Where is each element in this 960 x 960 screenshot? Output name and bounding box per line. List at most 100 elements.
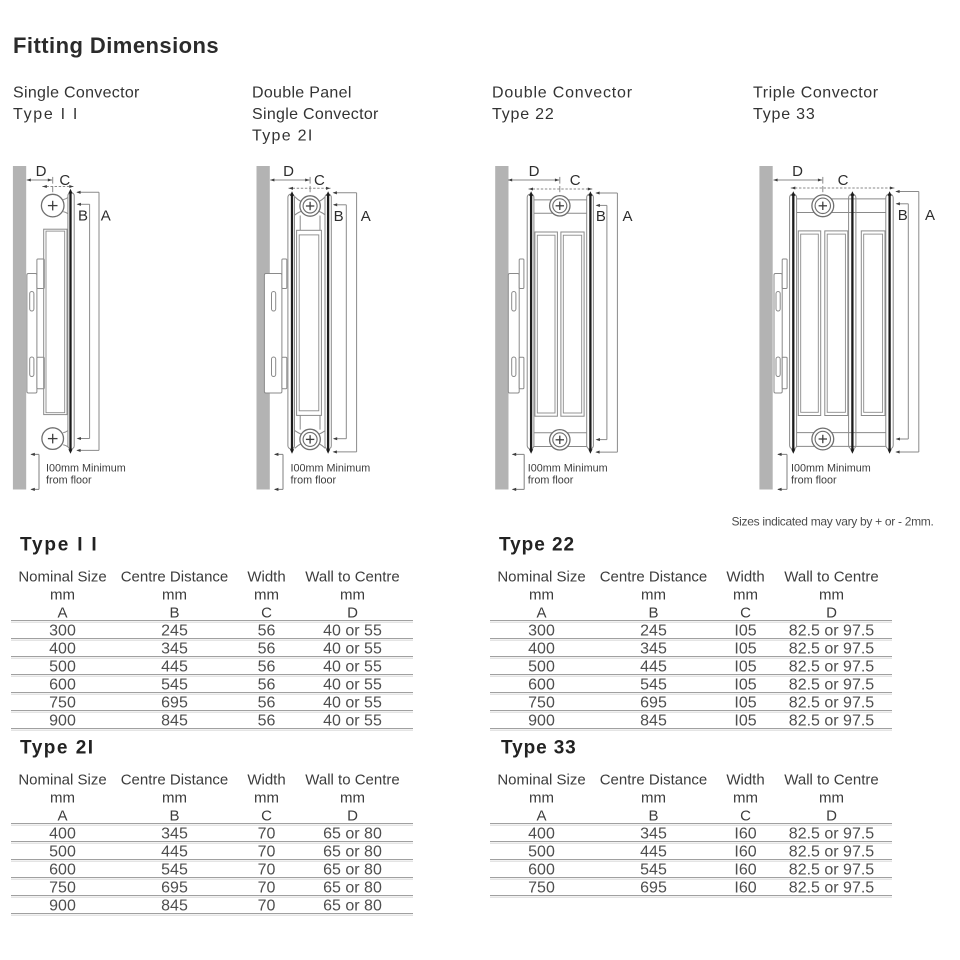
- svg-text:I00mm Minimum: I00mm Minimum: [46, 462, 126, 474]
- svg-text:mm: mm: [50, 790, 75, 807]
- svg-text:D: D: [826, 605, 837, 622]
- svg-text:Type I I: Type I I: [13, 106, 79, 123]
- svg-text:from floor: from floor: [791, 475, 837, 487]
- svg-text:Single Convector: Single Convector: [252, 106, 379, 123]
- svg-text:750: 750: [528, 880, 555, 897]
- svg-text:245: 245: [640, 623, 667, 640]
- svg-text:mm: mm: [641, 587, 666, 604]
- svg-text:845: 845: [161, 898, 188, 915]
- svg-text:B: B: [78, 208, 88, 225]
- svg-text:445: 445: [640, 844, 667, 861]
- svg-text:Wall to Centre: Wall to Centre: [784, 772, 878, 789]
- svg-text:40 or 55: 40 or 55: [323, 713, 382, 730]
- svg-text:B: B: [898, 207, 908, 224]
- svg-text:82.5 or 97.5: 82.5 or 97.5: [789, 659, 875, 676]
- svg-text:C: C: [740, 808, 751, 825]
- svg-text:D: D: [826, 808, 837, 825]
- svg-text:Centre Distance: Centre Distance: [600, 772, 708, 789]
- svg-text:Type 33: Type 33: [501, 738, 577, 759]
- svg-text:A: A: [101, 208, 111, 225]
- svg-text:70: 70: [258, 862, 276, 879]
- svg-text:mm: mm: [733, 790, 758, 807]
- svg-text:Type 22: Type 22: [499, 535, 575, 556]
- svg-text:I60: I60: [734, 880, 756, 897]
- svg-text:400: 400: [528, 826, 555, 843]
- svg-text:56: 56: [258, 713, 276, 730]
- svg-text:70: 70: [258, 898, 276, 915]
- svg-text:56: 56: [258, 641, 276, 658]
- svg-text:I00mm Minimum: I00mm Minimum: [291, 462, 371, 474]
- svg-text:I05: I05: [734, 695, 756, 712]
- svg-text:mm: mm: [529, 790, 554, 807]
- svg-text:Nominal Size: Nominal Size: [18, 772, 106, 789]
- svg-text:695: 695: [640, 695, 667, 712]
- svg-text:C: C: [59, 172, 70, 189]
- svg-text:Width: Width: [247, 772, 285, 789]
- svg-text:Wall to Centre: Wall to Centre: [305, 772, 399, 789]
- svg-text:A: A: [536, 808, 546, 825]
- svg-text:Nominal Size: Nominal Size: [497, 569, 585, 586]
- svg-text:I05: I05: [734, 677, 756, 694]
- svg-text:I00mm Minimum: I00mm Minimum: [528, 462, 608, 474]
- svg-text:Centre Distance: Centre Distance: [121, 569, 229, 586]
- svg-text:mm: mm: [162, 587, 187, 604]
- svg-text:445: 445: [640, 659, 667, 676]
- svg-text:Triple Convector: Triple Convector: [753, 85, 879, 102]
- svg-text:D: D: [347, 808, 358, 825]
- svg-text:B: B: [169, 605, 179, 622]
- svg-text:mm: mm: [529, 587, 554, 604]
- svg-text:mm: mm: [50, 587, 75, 604]
- svg-text:D: D: [529, 163, 540, 180]
- svg-text:I00mm Minimum: I00mm Minimum: [791, 462, 871, 474]
- svg-text:Type 33: Type 33: [753, 106, 816, 123]
- svg-text:82.5 or 97.5: 82.5 or 97.5: [789, 880, 875, 897]
- svg-text:D: D: [347, 605, 358, 622]
- svg-text:82.5 or 97.5: 82.5 or 97.5: [789, 826, 875, 843]
- svg-text:Wall to Centre: Wall to Centre: [305, 569, 399, 586]
- svg-text:40 or 55: 40 or 55: [323, 659, 382, 676]
- svg-text:I60: I60: [734, 862, 756, 879]
- svg-text:600: 600: [528, 862, 555, 879]
- svg-text:695: 695: [640, 880, 667, 897]
- svg-text:40 or 55: 40 or 55: [323, 641, 382, 658]
- svg-text:Centre Distance: Centre Distance: [600, 569, 708, 586]
- svg-text:Width: Width: [726, 772, 764, 789]
- svg-text:C: C: [838, 172, 849, 189]
- svg-text:mm: mm: [819, 587, 844, 604]
- svg-text:600: 600: [49, 862, 76, 879]
- svg-text:mm: mm: [340, 587, 365, 604]
- svg-text:82.5 or 97.5: 82.5 or 97.5: [789, 695, 875, 712]
- svg-text:345: 345: [161, 826, 188, 843]
- svg-text:Fitting Dimensions: Fitting Dimensions: [13, 33, 219, 58]
- svg-text:I05: I05: [734, 713, 756, 730]
- svg-text:400: 400: [528, 641, 555, 658]
- svg-text:500: 500: [528, 844, 555, 861]
- svg-text:65 or 80: 65 or 80: [323, 898, 382, 915]
- svg-text:545: 545: [640, 677, 667, 694]
- svg-text:A: A: [622, 208, 632, 225]
- svg-text:I05: I05: [734, 659, 756, 676]
- svg-text:from floor: from floor: [528, 475, 574, 487]
- svg-text:mm: mm: [254, 587, 279, 604]
- svg-text:65 or 80: 65 or 80: [323, 844, 382, 861]
- svg-text:695: 695: [161, 880, 188, 897]
- svg-text:Double Panel: Double Panel: [252, 85, 352, 102]
- svg-text:B: B: [648, 808, 658, 825]
- svg-text:Type 2I: Type 2I: [252, 128, 314, 145]
- svg-text:65 or 80: 65 or 80: [323, 826, 382, 843]
- svg-text:C: C: [261, 605, 272, 622]
- svg-text:750: 750: [528, 695, 555, 712]
- svg-text:900: 900: [49, 713, 76, 730]
- svg-text:345: 345: [640, 641, 667, 658]
- svg-text:mm: mm: [340, 790, 365, 807]
- svg-text:mm: mm: [254, 790, 279, 807]
- svg-text:Single Convector: Single Convector: [13, 85, 140, 102]
- svg-text:Type 22: Type 22: [492, 106, 555, 123]
- svg-text:545: 545: [161, 677, 188, 694]
- svg-text:500: 500: [49, 844, 76, 861]
- svg-text:B: B: [169, 808, 179, 825]
- svg-text:D: D: [283, 163, 294, 180]
- svg-text:65 or 80: 65 or 80: [323, 880, 382, 897]
- svg-text:Double Convector: Double Convector: [492, 85, 633, 102]
- svg-text:I60: I60: [734, 844, 756, 861]
